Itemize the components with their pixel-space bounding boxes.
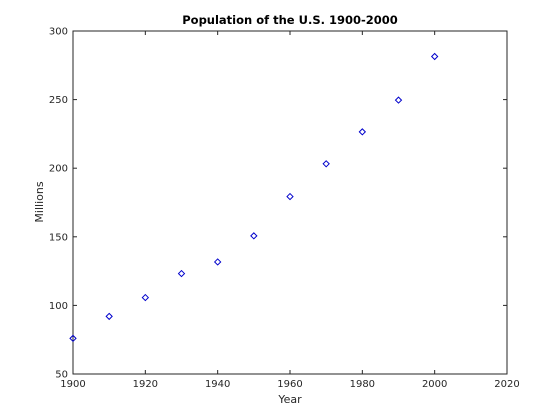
data-point bbox=[141, 293, 150, 302]
x-axis: 1900 1920 1940 1960 1980 2000 2020 bbox=[60, 31, 520, 390]
y-axis: 50 100 150 200 250 300 bbox=[49, 27, 507, 381]
data-point bbox=[322, 160, 330, 168]
data-point bbox=[286, 192, 294, 201]
y-tick-label: 300 bbox=[49, 27, 68, 38]
x-tick-label: 2020 bbox=[494, 379, 519, 390]
x-tick-label: 1940 bbox=[205, 379, 230, 390]
chart-title: Population of the U.S. 1900-2000 bbox=[182, 13, 398, 27]
y-axis-label: Millions bbox=[33, 181, 46, 222]
data-point bbox=[105, 312, 113, 321]
y-tick-label: 150 bbox=[49, 232, 68, 243]
y-tick-label: 100 bbox=[49, 301, 68, 312]
x-tick-label: 1920 bbox=[133, 379, 158, 390]
data-point bbox=[177, 269, 186, 278]
x-tick-label: 1960 bbox=[277, 379, 302, 390]
plot-frame bbox=[72, 30, 508, 375]
x-tick-label: 2000 bbox=[422, 379, 447, 390]
data-point bbox=[430, 52, 439, 61]
x-tick-label: 1900 bbox=[60, 379, 85, 390]
x-tick-label: 1980 bbox=[350, 379, 375, 390]
y-tick-label: 200 bbox=[49, 164, 68, 175]
x-axis-label: Year bbox=[277, 393, 302, 406]
data-points bbox=[69, 52, 439, 343]
data-point bbox=[250, 232, 258, 240]
y-tick-label: 250 bbox=[49, 95, 68, 106]
data-point bbox=[394, 96, 403, 104]
data-point bbox=[358, 128, 367, 136]
y-tick-label: 50 bbox=[55, 370, 68, 381]
data-point bbox=[69, 334, 77, 343]
data-point bbox=[213, 258, 222, 266]
